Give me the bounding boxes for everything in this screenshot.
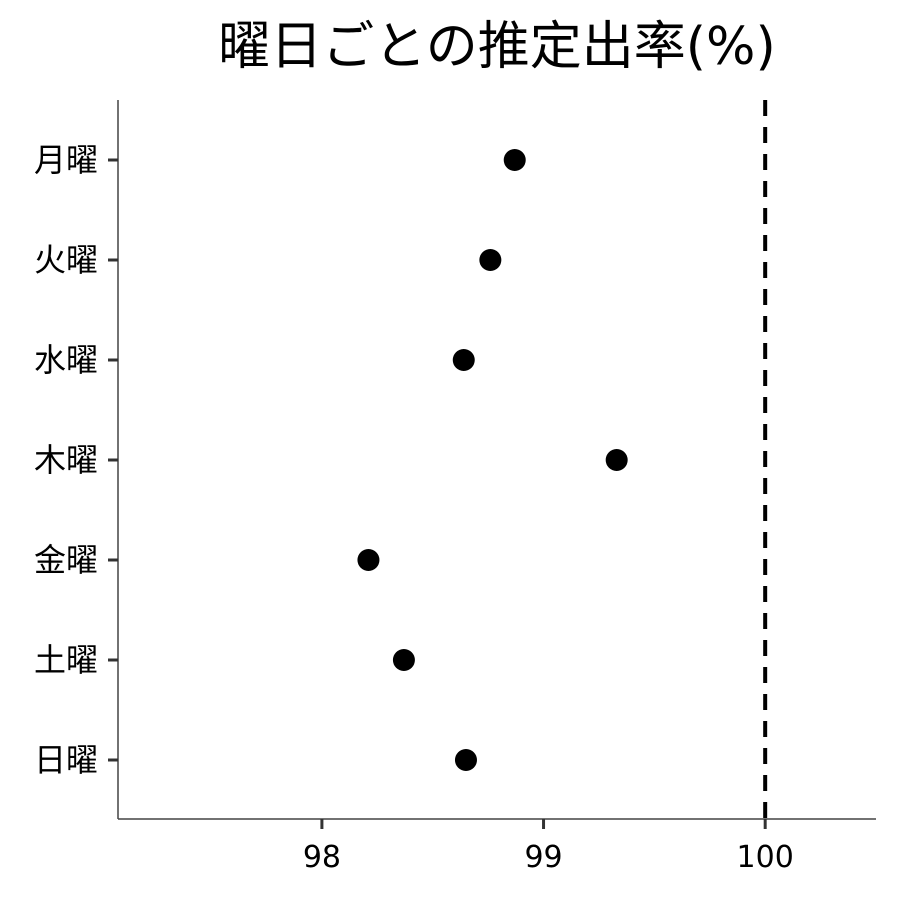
y-tick-label: 火曜 [34, 241, 98, 279]
data-point [454, 749, 477, 771]
x-tick-label: 100 [737, 840, 794, 875]
y-tick-label: 木曜 [34, 441, 98, 479]
points-group [357, 149, 628, 771]
x-tick-label: 98 [303, 840, 341, 875]
y-tick-label: 月曜 [34, 141, 98, 179]
data-point [503, 149, 526, 171]
y-tick-label: 水曜 [34, 341, 98, 379]
data-point [357, 549, 380, 571]
y-tick-label: 土曜 [34, 641, 98, 679]
data-point [452, 349, 475, 371]
chart-title: 曜日ごとの推定出率(%) [218, 17, 775, 77]
y-tick-label: 金曜 [34, 541, 98, 579]
data-point [479, 249, 502, 271]
y-tick-label: 日曜 [34, 741, 98, 779]
data-point [605, 449, 628, 471]
data-point [392, 649, 415, 671]
x-tick-label: 99 [524, 840, 562, 875]
